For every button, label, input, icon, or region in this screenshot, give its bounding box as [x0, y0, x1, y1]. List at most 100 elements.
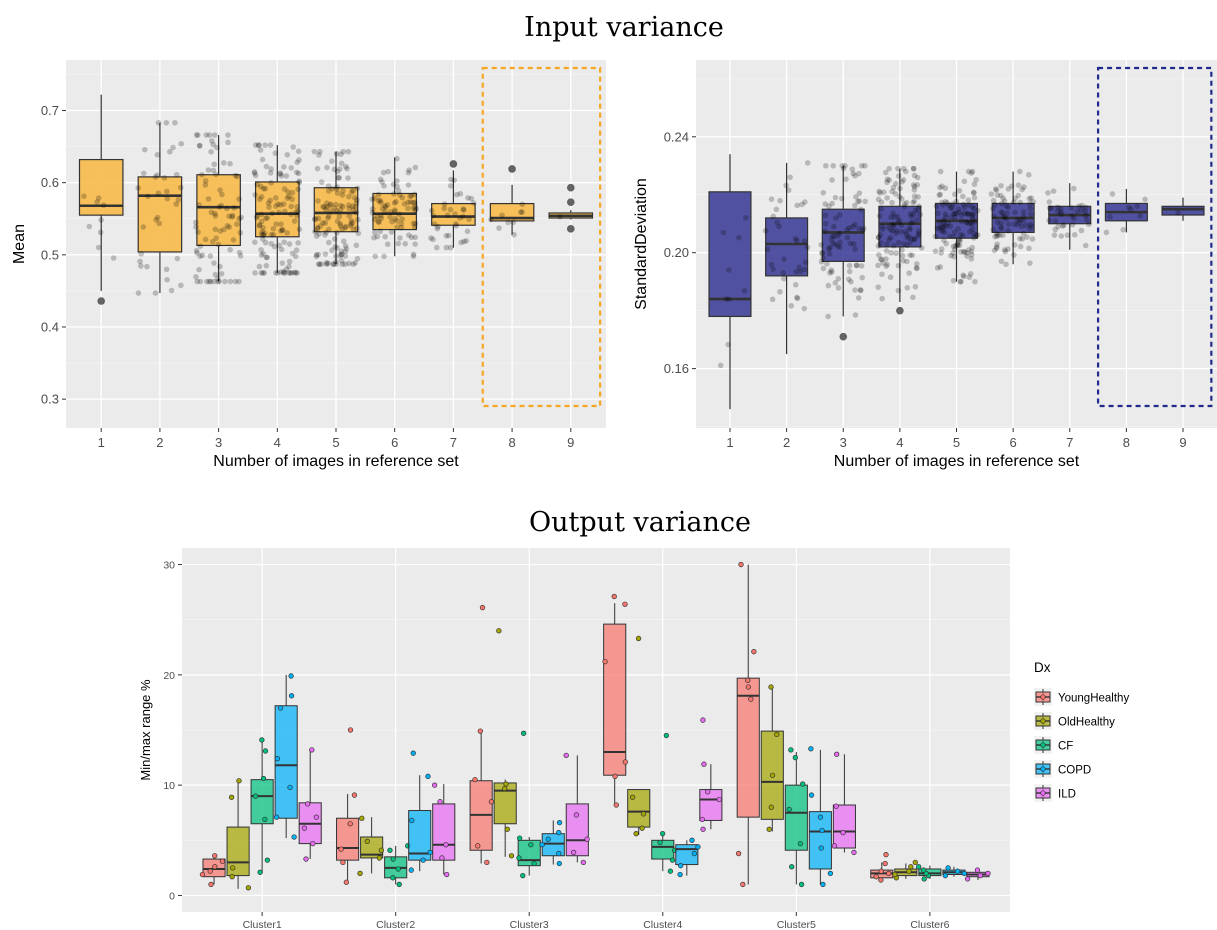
jitter-point: [960, 193, 966, 200]
jitter-point: [397, 192, 403, 198]
legend-label-oldhealthy: OldHealthy: [1058, 717, 1115, 729]
jitter-point: [427, 849, 433, 856]
jitter-point: [899, 179, 905, 185]
jitter-point: [333, 208, 340, 214]
jitter-point: [1004, 210, 1010, 217]
jitter-point: [275, 270, 281, 276]
jitter-point: [164, 188, 170, 195]
legend-label-ild: ILD: [1058, 789, 1076, 801]
jitter-point: [410, 750, 416, 756]
jitter-point: [387, 214, 393, 220]
jitter-point: [1015, 182, 1022, 188]
jitter-point: [969, 221, 975, 227]
jitter-point: [850, 223, 856, 230]
jitter-point: [153, 216, 159, 223]
jitter-point: [268, 231, 275, 238]
jitter-point: [952, 191, 958, 198]
jitter-point: [902, 228, 909, 235]
jitter-point: [745, 677, 751, 684]
jitter-point: [1058, 209, 1064, 216]
jitter-point: [910, 165, 917, 172]
y-tick-label: 0.5: [41, 247, 59, 262]
jitter-point: [137, 258, 143, 265]
jitter-point: [573, 812, 580, 818]
jitter-point: [1027, 205, 1034, 212]
jitter-point: [407, 193, 413, 200]
jitter-point: [283, 173, 290, 179]
jitter-point: [768, 196, 775, 202]
jitter-point: [961, 204, 968, 211]
jitter-point: [1058, 206, 1064, 212]
highlight-box: [1096, 66, 1213, 408]
jitter-point: [468, 195, 475, 202]
jitter-point: [234, 173, 240, 180]
jitter-point: [762, 227, 769, 234]
jitter-point: [205, 196, 212, 202]
jitter-point: [852, 221, 858, 228]
jitter-point: [226, 213, 232, 220]
jitter-point: [296, 178, 302, 184]
jitter-point: [942, 185, 949, 191]
jitter-point: [264, 214, 271, 221]
jitter-point: [820, 265, 827, 272]
jitter-point: [211, 161, 218, 168]
jitter-point: [952, 243, 959, 249]
jitter-point: [339, 203, 346, 210]
jitter-point: [915, 194, 921, 200]
jitter-point: [998, 258, 1005, 265]
jitter-point: [334, 168, 341, 175]
jitter-point: [294, 159, 300, 166]
jitter-point: [345, 148, 352, 155]
jitter-point: [277, 170, 284, 176]
jitter-point: [225, 132, 231, 138]
jitter-point: [950, 201, 956, 207]
jitter-point: [909, 252, 916, 259]
jitter-point: [960, 273, 967, 280]
jitter-point: [391, 200, 398, 206]
jitter-point: [878, 868, 884, 874]
jitter-point: [152, 174, 159, 180]
jitter-point: [394, 183, 400, 190]
jitter-point: [197, 253, 203, 259]
jitter-point: [799, 201, 805, 208]
jitter-point: [970, 189, 977, 196]
jitter-point: [434, 244, 440, 251]
jitter-point: [316, 152, 322, 158]
jitter-point: [910, 211, 917, 218]
jitter-point: [257, 869, 263, 875]
jitter-point: [998, 209, 1005, 215]
jitter-point: [1125, 204, 1132, 211]
jitter-point: [398, 220, 405, 227]
box: [1161, 205, 1205, 216]
jitter-point: [325, 188, 332, 194]
jitter-point: [338, 160, 345, 167]
jitter-point: [743, 215, 749, 221]
jitter-point: [822, 212, 829, 219]
x-tick-label: 7: [1066, 435, 1073, 450]
jitter-point: [835, 275, 842, 282]
jitter-point: [448, 176, 454, 183]
jitter-point: [1175, 210, 1181, 216]
jitter-point: [196, 266, 202, 273]
jitter-point: [801, 266, 808, 273]
jitter-point: [338, 251, 345, 258]
jitter-point: [961, 210, 968, 216]
jitter-point: [327, 202, 333, 209]
jitter-point: [836, 230, 843, 237]
jitter-point: [829, 177, 835, 183]
box: [565, 803, 589, 857]
jitter-point: [904, 284, 911, 291]
jitter-point: [437, 799, 443, 805]
jitter-point: [834, 233, 841, 239]
jitter-point: [209, 138, 215, 144]
jitter-point: [862, 198, 869, 205]
jitter-point: [252, 270, 258, 276]
jitter-point: [956, 187, 963, 194]
jitter-point: [954, 868, 961, 874]
jitter-point: [1069, 213, 1075, 219]
jitter-point: [86, 223, 93, 230]
jitter-point: [394, 178, 400, 184]
jitter-point: [425, 773, 431, 779]
jitter-point: [901, 201, 908, 207]
jitter-point: [412, 203, 419, 210]
